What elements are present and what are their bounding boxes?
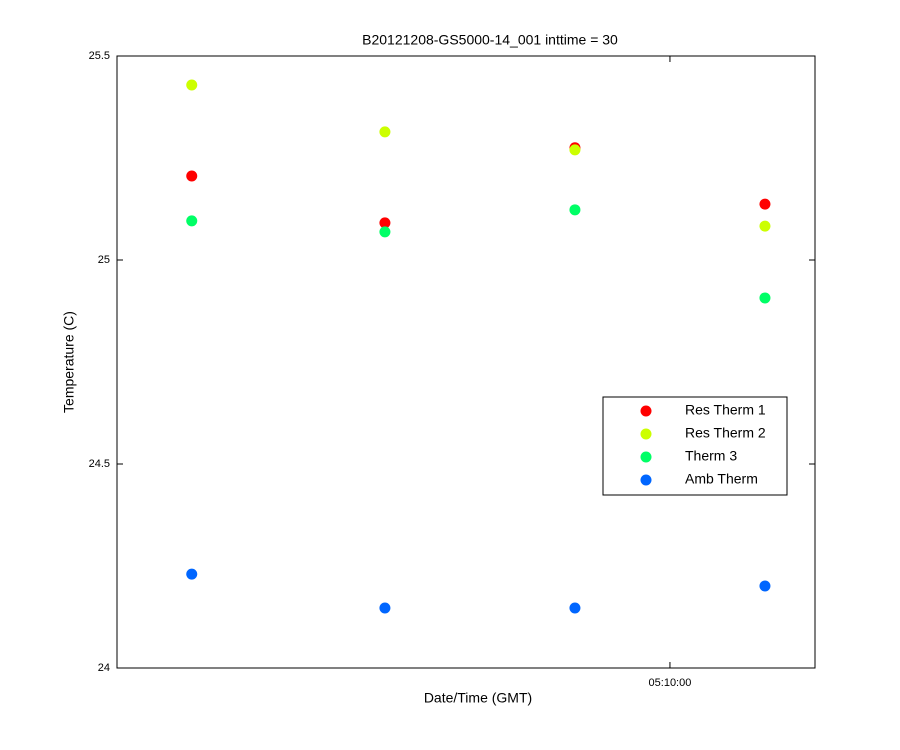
y-axis-label: Temperature (C) — [61, 311, 77, 413]
legend-label: Res Therm 1 — [685, 402, 766, 418]
plot-frame — [116, 55, 816, 669]
point — [569, 204, 581, 216]
legend-label: Amb Therm — [685, 471, 758, 487]
point — [569, 144, 581, 156]
chart-title: B20121208-GS5000-14_001 inttime = 30 — [362, 32, 618, 48]
point — [186, 79, 198, 91]
point — [379, 602, 391, 614]
y-tick-label: 24 — [98, 662, 110, 674]
point — [759, 580, 771, 592]
x-axis-label: Date/Time (GMT) — [424, 690, 532, 706]
legend-marker — [640, 405, 652, 417]
point — [186, 215, 198, 227]
point — [379, 226, 391, 238]
y-tick-label: 24.5 — [89, 458, 110, 470]
legend-marker — [640, 451, 652, 463]
legend-marker — [640, 428, 652, 440]
point — [186, 170, 198, 182]
point — [759, 220, 771, 232]
point — [759, 292, 771, 304]
legend-marker — [640, 474, 652, 486]
legend-box — [602, 396, 788, 496]
point — [186, 568, 198, 580]
point — [759, 198, 771, 210]
point — [379, 126, 391, 138]
legend-label: Therm 3 — [685, 448, 737, 464]
point — [569, 602, 581, 614]
point — [379, 217, 391, 229]
y-tick-label: 25 — [98, 254, 110, 266]
legend-label: Res Therm 2 — [685, 425, 766, 441]
y-tick-label: 25.5 — [89, 50, 110, 62]
x-tick-label: 05:10:00 — [649, 677, 692, 689]
